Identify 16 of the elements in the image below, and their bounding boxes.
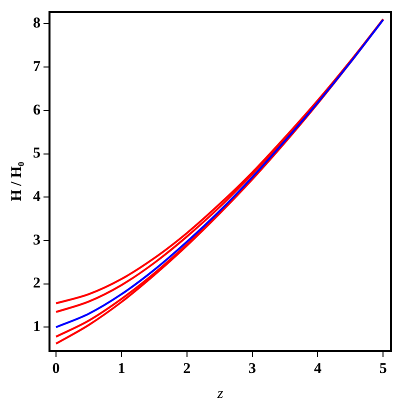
x-axis-title: z (216, 386, 224, 402)
x-tick-label: 2 (183, 360, 191, 377)
y-tick-label: 6 (33, 102, 41, 118)
y-tick-label: 3 (33, 232, 40, 248)
y-tick-label: 4 (33, 188, 41, 205)
y-tick-label: 8 (33, 16, 40, 32)
y-tick-label: 7 (33, 58, 41, 75)
x-tick-label: 4 (314, 360, 322, 377)
y-axis-title: H / H₀ (8, 161, 25, 202)
y-tick-label: 5 (33, 146, 40, 162)
x-tick-label: 0 (52, 360, 60, 377)
x-tick-label: 3 (248, 360, 256, 377)
x-tick-label: 1 (118, 360, 126, 377)
x-tick-label: 5 (379, 360, 387, 377)
y-tick-label: 2 (33, 276, 40, 292)
y-tick-label: 1 (33, 319, 40, 336)
